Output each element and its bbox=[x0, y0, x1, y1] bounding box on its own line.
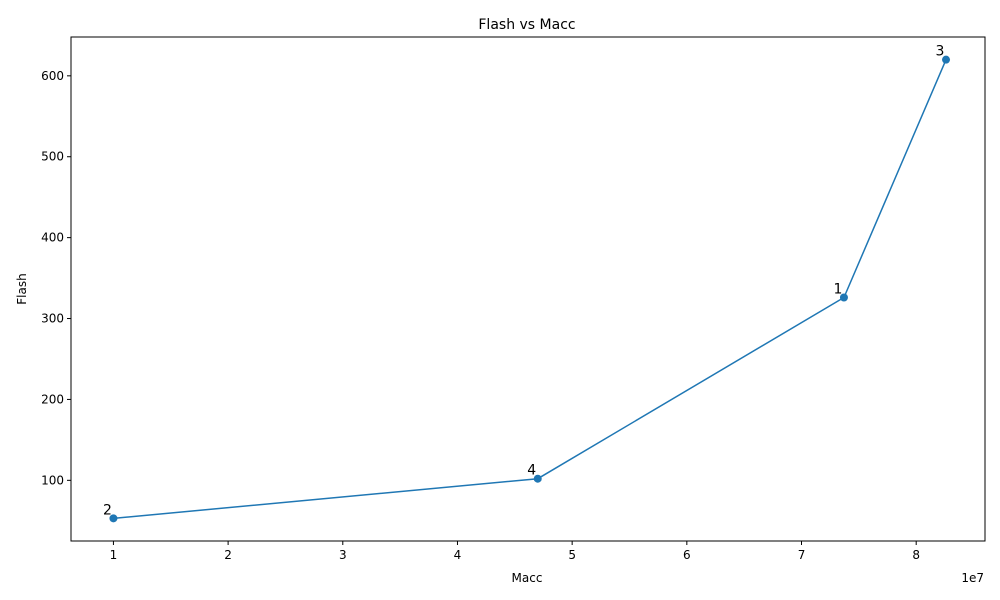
y-tick-label: 200 bbox=[41, 392, 64, 406]
data-point bbox=[839, 293, 848, 302]
data-point bbox=[942, 55, 951, 64]
x-axis-offset-label: 1e7 bbox=[961, 571, 984, 585]
point-label: 4 bbox=[527, 463, 536, 479]
x-tick-label: 5 bbox=[568, 548, 576, 562]
y-tick-label: 600 bbox=[41, 69, 64, 83]
y-tick-label: 100 bbox=[41, 473, 64, 487]
x-tick-label: 8 bbox=[912, 548, 920, 562]
series-line bbox=[113, 59, 947, 520]
x-tick-label: 1 bbox=[110, 548, 118, 562]
point-label: 1 bbox=[833, 281, 842, 297]
y-tick-label: 500 bbox=[41, 150, 64, 164]
plot-frame bbox=[70, 36, 986, 542]
x-tick-label: 6 bbox=[683, 548, 691, 562]
data-point bbox=[533, 474, 542, 483]
x-tick-label: 2 bbox=[224, 548, 232, 562]
chart-title: Flash vs Macc bbox=[478, 17, 575, 33]
data-point bbox=[109, 514, 118, 523]
point-label: 2 bbox=[103, 502, 112, 518]
x-axis-label: Macc bbox=[512, 571, 543, 585]
x-tick-label: 4 bbox=[454, 548, 462, 562]
point-label: 3 bbox=[936, 44, 945, 60]
x-tick-label: 7 bbox=[798, 548, 806, 562]
y-axis-label: Flash bbox=[15, 273, 29, 304]
plot-area: 1 2 3 4 5 6 7 8 100 200 300 400 500 600 2 4 1 3 bbox=[41, 36, 986, 562]
y-tick-label: 300 bbox=[41, 312, 64, 326]
y-tick-label: 400 bbox=[41, 231, 64, 245]
x-tick-label: 3 bbox=[339, 548, 347, 562]
